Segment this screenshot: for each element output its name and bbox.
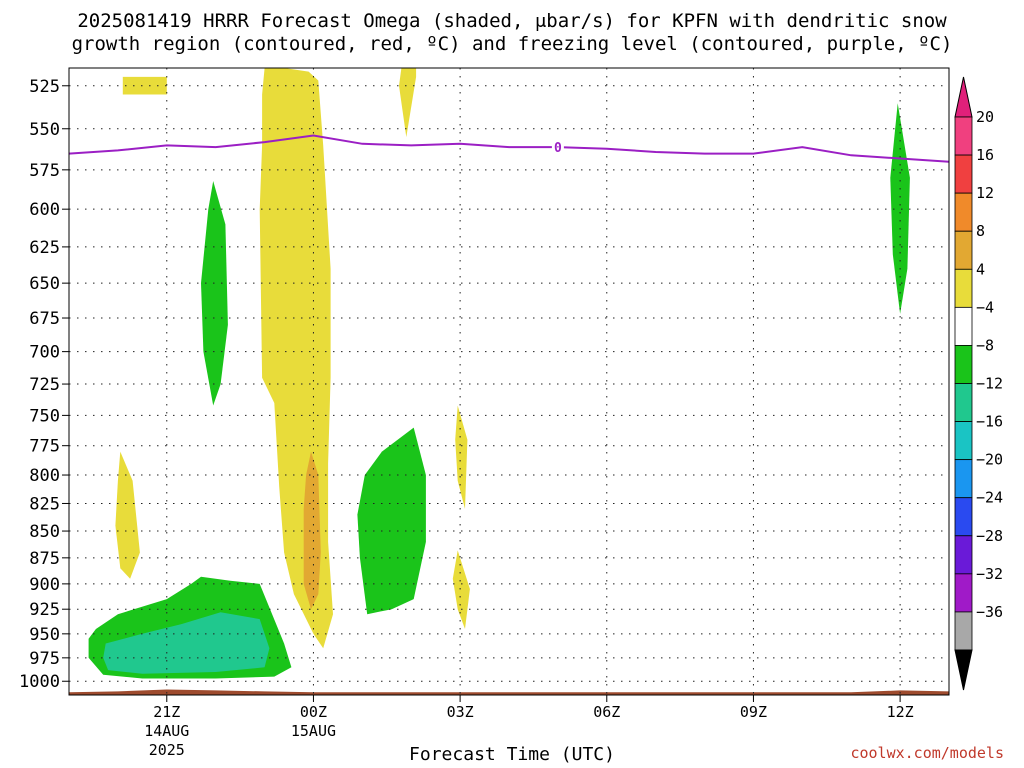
y-tick-label: 675 [29,309,60,329]
y-tick-label: 850 [29,522,60,542]
colorbar-swatch-1 [954,154,973,194]
y-tick-label: 725 [29,375,60,395]
y-tick-label: 900 [29,575,60,595]
y-tick-label: 600 [29,200,60,220]
x-axis-label: Forecast Time (UTC) [409,744,615,765]
y-tick-label: 825 [29,494,60,514]
y-tick-label: 925 [29,600,60,620]
omega-region-2 [399,68,417,138]
colorbar-swatch-10 [954,497,973,537]
colorbar-swatch-8 [954,421,973,461]
y-tick-label: 1000 [19,672,60,692]
x-tick-label: 00Z [300,703,327,721]
omega-region-3 [115,451,140,579]
colorbar-label: −4 [976,298,994,316]
terrain-layer [69,689,949,695]
colorbar-label: −32 [976,565,1003,583]
colorbar-label: −12 [976,375,1003,393]
colorbar-label: −16 [976,413,1003,431]
colorbar-label: −8 [976,336,994,354]
omega-region-11 [103,612,270,674]
omega-region-5 [452,550,470,629]
x-tick-label: 12Z [887,703,914,721]
freezing-level-label: 0 [554,141,562,156]
colorbar: 20 16 12 8 4 −4 −8 −12 −16 −20 −24 −28 −32 −36 [954,76,1003,691]
colorbar-swatch-2 [954,192,973,232]
colorbar-swatch-7 [954,383,973,422]
x-tick-label: 09Z [740,703,767,721]
x-tick-year: 2025 [149,741,185,759]
freezing-level-line [68,134,950,163]
y-tick-label: 650 [29,274,60,294]
chart-title-line2: growth region (contoured, red, ºC) and f… [71,33,953,55]
y-tick-label: 875 [29,549,60,569]
omega-region-8 [890,103,910,314]
colorbar-label: 12 [976,184,994,202]
colorbar-swatch-12 [954,573,973,613]
colorbar-label: 20 [976,108,994,126]
colorbar-label: 4 [976,260,985,278]
x-tick-label: 06Z [593,703,620,721]
colorbar-swatch-11 [954,535,973,575]
y-tick-label: 525 [29,77,60,97]
freezing-level-label-bg [551,139,564,156]
y-tick-label: 625 [29,238,60,258]
omega-region-6 [303,451,321,610]
y-tick-label: 950 [29,625,60,645]
x-tick-label: 21Z [153,703,180,721]
omega-regions [88,68,910,679]
x-tick-date: 14AUG [144,722,189,740]
y-tick-label: 775 [29,437,60,457]
y-tick-label: 750 [29,406,60,426]
plot-frame [68,67,950,696]
colorbar-top-arrow [954,76,973,118]
colorbar-bottom-arrow [954,649,973,691]
omega-region-7 [201,181,228,406]
colorbar-label: −36 [976,603,1003,621]
y-axis: 525 550 575 600 625 650 675 700 725 750 775 800 825 8… [19,77,69,692]
colorbar-label: −20 [976,451,1003,469]
freezing-level-layer: 0 [68,134,950,163]
colorbar-label: −28 [976,527,1003,545]
y-tick-label: 700 [29,343,60,363]
colorbar-swatch-13 [954,611,973,651]
credit-text: coolwx.com/models [850,744,1004,762]
x-tick-label: 03Z [447,703,474,721]
terrain-band [69,689,949,695]
colorbar-label: 16 [976,146,994,164]
colorbar-swatch-5 [954,306,973,346]
colorbar-swatch-4 [954,268,973,308]
colorbar-swatch-0 [954,116,973,156]
omega-region-9 [357,427,426,615]
colorbar-swatch-9 [954,459,973,499]
grid-lines [69,68,949,695]
y-tick-label: 550 [29,120,60,140]
colorbar-label: −24 [976,489,1003,507]
y-tick-label: 800 [29,466,60,486]
colorbar-label: 8 [976,222,985,240]
y-tick-label: 975 [29,649,60,669]
omega-region-4 [455,405,468,509]
x-tick-date: 15AUG [291,722,336,740]
chart-title-line1: 2025081419 HRRR Forecast Omega (shaded, … [77,10,947,32]
omega-region-0 [122,76,167,95]
colorbar-swatch-6 [954,345,973,384]
y-tick-label: 575 [29,161,60,181]
colorbar-swatch-3 [954,230,973,270]
